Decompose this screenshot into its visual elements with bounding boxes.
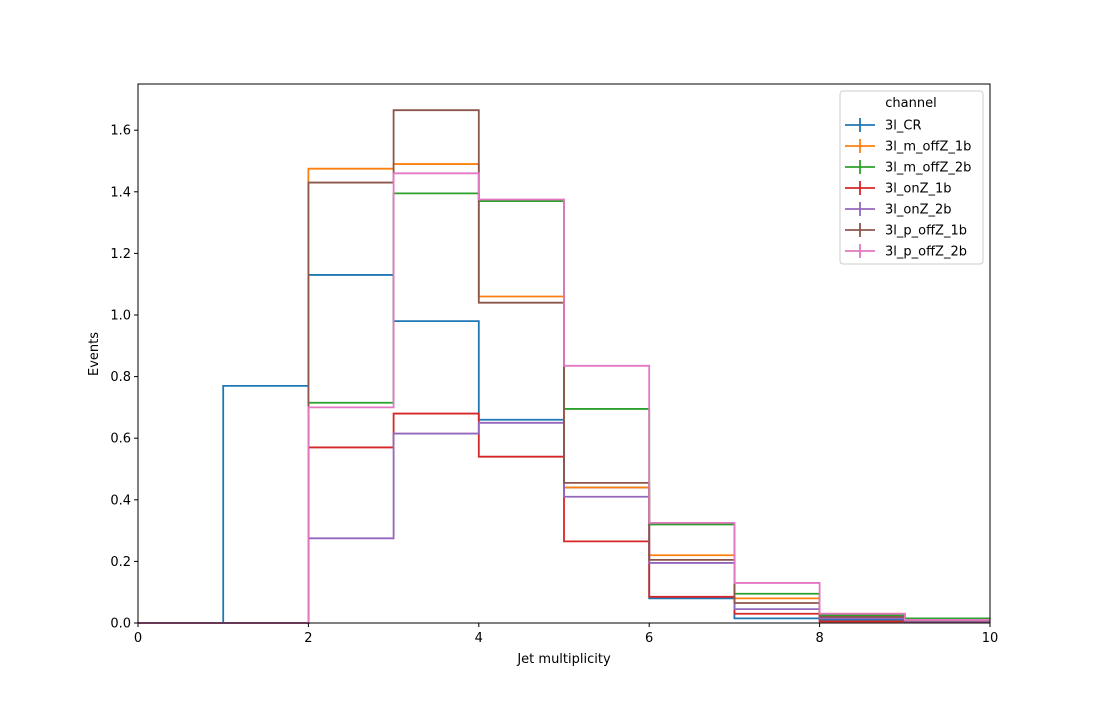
y-tick-label: 1.2 bbox=[110, 247, 131, 262]
axes: 0 2 4 6 8 10 0.0 0.2 0.4 0.6 0.8 1.0 1.2 1.4 1.6 bbox=[110, 124, 998, 646]
legend-label: 3l_m_offZ_2b bbox=[885, 161, 971, 176]
axes-frame bbox=[137, 83, 991, 624]
legend-entry: 3l_p_offZ_1b bbox=[845, 223, 967, 239]
y-tick-label: 0.8 bbox=[110, 370, 131, 385]
x-tick-label: 10 bbox=[982, 631, 999, 646]
x-tick-label: 0 bbox=[134, 631, 142, 646]
legend-entry: 3l_onZ_1b bbox=[845, 181, 952, 197]
y-axis-label: Events bbox=[87, 332, 102, 376]
legend-box bbox=[839, 90, 984, 265]
legend-label: 3l_p_offZ_2b bbox=[885, 245, 967, 260]
x-axis-label: Jet multiplicity bbox=[516, 652, 611, 667]
legend-label: 3l_onZ_2b bbox=[885, 203, 952, 218]
plot-area bbox=[138, 109, 990, 624]
legend-entry: 3l_CR bbox=[845, 118, 922, 134]
x-tick-label: 6 bbox=[645, 631, 653, 646]
y-tick-label: 0.4 bbox=[110, 493, 131, 508]
series-step-line bbox=[138, 172, 990, 624]
legend-entry: 3l_p_offZ_2b bbox=[845, 244, 967, 260]
series-step-line bbox=[138, 109, 990, 624]
legend-entry: 3l_m_offZ_2b bbox=[845, 160, 971, 176]
legend-title: channel bbox=[885, 96, 936, 111]
y-tick-label: 0.6 bbox=[110, 432, 131, 447]
legend-label: 3l_p_offZ_1b bbox=[885, 224, 967, 239]
legend-entry: 3l_onZ_2b bbox=[845, 202, 952, 218]
series-3l_p_offZ_1b bbox=[138, 109, 990, 624]
x-tick-label: 2 bbox=[304, 631, 312, 646]
y-tick-label: 1.0 bbox=[110, 309, 131, 324]
legend-entry: 3l_m_offZ_1b bbox=[845, 139, 971, 155]
y-tick-label: 0.0 bbox=[110, 617, 131, 632]
x-tick-label: 4 bbox=[475, 631, 483, 646]
y-tick-label: 1.6 bbox=[110, 124, 131, 139]
legend-label: 3l_m_offZ_1b bbox=[885, 140, 971, 155]
series-3l_p_offZ_2b bbox=[138, 172, 990, 624]
legend-label: 3l_CR bbox=[885, 119, 922, 134]
legend: channel 3l_CR 3l_m_offZ_1b 3l_m_offZ_2b 3l_… bbox=[839, 90, 984, 265]
y-tick-label: 1.4 bbox=[110, 185, 131, 200]
legend-label: 3l_onZ_1b bbox=[885, 182, 952, 197]
x-tick-label: 8 bbox=[815, 631, 823, 646]
y-tick-label: 0.2 bbox=[110, 555, 131, 570]
